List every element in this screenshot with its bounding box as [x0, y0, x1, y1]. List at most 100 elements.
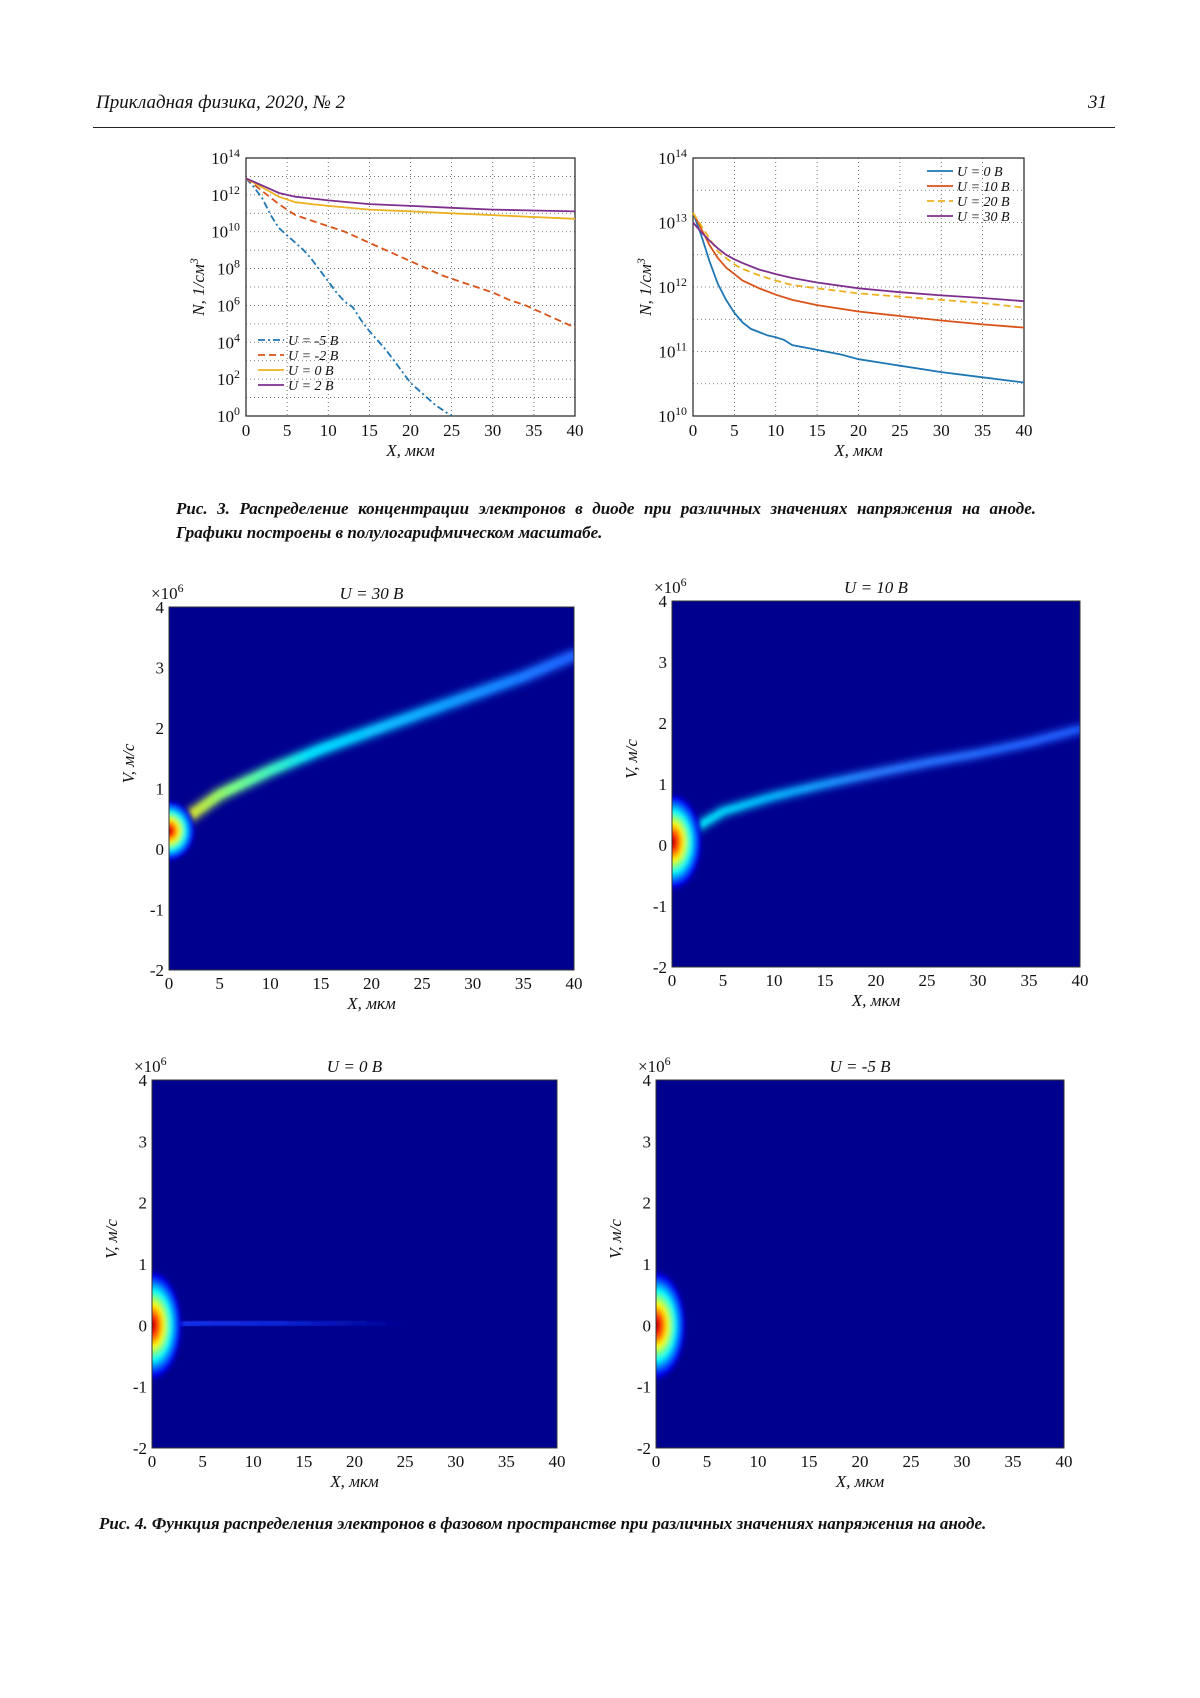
x-axis-label: X, мкм	[833, 441, 883, 460]
heatmap-background	[672, 601, 1080, 967]
y-tick-label: 1	[156, 780, 165, 799]
x-tick-label: 15	[817, 971, 834, 990]
y-tick-label: -1	[133, 1378, 147, 1397]
x-tick-label: 10	[320, 421, 337, 440]
series-line-1	[692, 212, 1025, 384]
x-tick-label: 35	[498, 1452, 515, 1471]
y-tick-label: 1	[643, 1255, 652, 1274]
y-tick-label-exp: 10	[675, 404, 687, 418]
x-tick-label: 10	[245, 1452, 262, 1471]
y-tick-label-base: 10	[211, 186, 228, 205]
y-tick-label: 4	[643, 1071, 652, 1090]
y-tick-label-base: 10	[217, 333, 234, 352]
y-tick-label: 1012	[211, 183, 240, 205]
y-tick-label-base: 10	[658, 214, 675, 233]
scale-factor-exp: 6	[681, 575, 687, 589]
y-tick-label: -1	[637, 1378, 651, 1397]
x-tick-label: 20	[402, 421, 419, 440]
velocity-ridge	[672, 727, 1080, 844]
y-tick-label: 2	[643, 1194, 652, 1213]
y-tick-label: 2	[139, 1194, 148, 1213]
heatmap-density	[672, 724, 1080, 891]
x-axis-label: X, мкм	[346, 994, 396, 1013]
y-tick-label-exp: 2	[234, 367, 240, 381]
y-tick-label: -1	[653, 897, 667, 916]
series-line-1	[245, 177, 453, 417]
heatmap-density	[656, 1270, 686, 1381]
x-tick-label: 25	[919, 971, 936, 990]
x-axis-label: X, мкм	[385, 441, 435, 460]
plot-frame	[151, 1079, 558, 1449]
x-tick-label: 0	[165, 974, 174, 993]
y-tick-label: -1	[150, 901, 164, 920]
y-tick-label-exp: 6	[234, 293, 240, 307]
y-axis-label: N, 1/см3	[634, 258, 655, 316]
scale-factor: ×106	[151, 581, 184, 603]
heatmap-background	[152, 1080, 557, 1448]
y-tick-label-exp: 8	[234, 257, 240, 271]
x-tick-label: 20	[868, 971, 885, 990]
x-tick-label: 40	[549, 1452, 566, 1471]
scale-factor-base: ×10	[638, 1057, 665, 1076]
legend-label: U = 10 В	[957, 180, 1010, 195]
legend-label: U = -5 В	[288, 334, 339, 349]
x-tick-label: 0	[689, 421, 698, 440]
series-line-2	[692, 212, 1025, 329]
x-tick-label: 35	[1005, 1452, 1022, 1471]
scale-factor: ×106	[134, 1054, 167, 1076]
y-tick-label: 4	[659, 592, 668, 611]
line-chart-1: 0 5 10 15 20 25 30 35 40100102104106108101010121…	[187, 146, 584, 460]
legend-label: U = 2 В	[288, 379, 334, 394]
y-tick-label-base: 10	[659, 343, 676, 362]
x-tick-label: 25	[891, 421, 908, 440]
x-tick-label: 40	[567, 421, 584, 440]
x-tick-label: 35	[515, 974, 532, 993]
scale-factor-exp: 6	[178, 581, 184, 595]
x-tick-label: 10	[767, 421, 784, 440]
y-tick-label: 1010	[658, 404, 687, 426]
x-tick-label: 0	[668, 971, 677, 990]
y-tick-label: 100	[217, 404, 240, 426]
y-tick-label: 104	[217, 330, 240, 352]
y-tick-label: 106	[217, 293, 240, 315]
y-tick-label: 4	[139, 1071, 148, 1090]
scale-factor-base: ×10	[654, 578, 681, 597]
plot-frame	[655, 1079, 1065, 1449]
scale-factor-exp: 6	[161, 1054, 167, 1068]
series-line-3	[245, 177, 576, 220]
x-tick-label: 20	[850, 421, 867, 440]
y-axis-label: V, м/с	[606, 1219, 625, 1259]
y-axis-label: V, м/с	[119, 743, 138, 783]
chart-title: U = 10 В	[844, 578, 908, 597]
chart-legend: U = 0 ВU = 10 ВU = 20 ВU = 30 В	[927, 165, 1010, 225]
y-tick-label-base: 10	[217, 296, 234, 315]
figure-3-caption: Рис. 3. Распределение концентрации элект…	[176, 499, 1036, 542]
x-tick-label: 0	[148, 1452, 157, 1471]
y-tick-label: 1014	[211, 146, 240, 168]
y-tick-label: 0	[139, 1316, 148, 1335]
y-axis-label-text: N, 1/см	[189, 264, 208, 317]
heatmap-density	[152, 1270, 410, 1381]
x-tick-label: 40	[1072, 971, 1089, 990]
x-tick-label: 5	[198, 1452, 207, 1471]
cathode-hotspot	[656, 1270, 686, 1381]
heatmap-background	[656, 1080, 1064, 1448]
x-tick-label: 5	[283, 421, 292, 440]
legend-label: U = 0 В	[957, 165, 1003, 180]
y-axis-label: N, 1/см3	[187, 258, 208, 316]
y-tick-label: 2	[659, 714, 668, 733]
x-tick-label: 35	[1021, 971, 1038, 990]
velocity-ridge	[152, 1320, 407, 1327]
y-tick-label: 3	[156, 659, 165, 678]
y-tick-label-base: 10	[658, 278, 675, 297]
y-tick-label-exp: 13	[675, 211, 687, 225]
x-tick-label: 30	[464, 974, 481, 993]
x-tick-label: 5	[719, 971, 728, 990]
x-tick-label: 20	[852, 1452, 869, 1471]
y-tick-label-exp: 12	[228, 183, 240, 197]
y-tick-label: -2	[150, 961, 164, 980]
y-tick-label-exp: 0	[234, 404, 240, 418]
x-tick-label: 15	[361, 421, 378, 440]
y-axis-label: V, м/с	[622, 739, 641, 779]
legend-label: U = 20 В	[957, 195, 1010, 210]
